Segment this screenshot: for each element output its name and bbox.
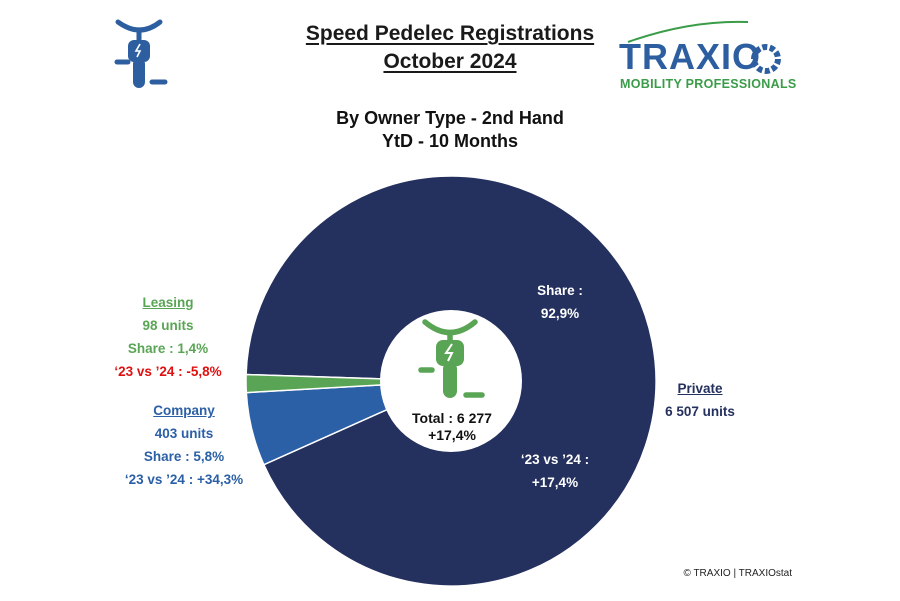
leasing-change: ‘23 vs ’24 : -5,8% [114, 364, 222, 379]
company-label-group: Company 403 units Share : 5,8% ‘23 vs ’2… [104, 399, 264, 491]
traxio-tagline: MOBILITY PROFESSIONALS [620, 77, 797, 91]
company-units: 403 units [154, 426, 214, 441]
company-change: ‘23 vs ’24 : +34,3% [124, 472, 244, 487]
leasing-units: 98 units [142, 318, 194, 333]
private-label-group: Private 6 507 units [640, 377, 760, 423]
private-units: 6 507 units [665, 404, 735, 419]
private-share-inside: Share : 92,9% [537, 283, 583, 321]
leasing-name: Leasing [142, 295, 194, 310]
chart-title-line1: Speed Pedelec Registrations [305, 22, 595, 45]
pie-slice-leasing [245, 373, 452, 394]
total-change: +17,4% [428, 427, 476, 443]
leasing-label-group: Leasing 98 units Share : 1,4% ‘23 vs ’24… [98, 291, 238, 383]
company-name: Company [153, 403, 215, 418]
chart-subtitle-line2: YtD - 10 Months [381, 131, 518, 151]
copyright-text: © TRAXIO | TRAXIOstat [683, 568, 792, 579]
company-share: Share : 5,8% [143, 449, 225, 464]
traxio-logo: TRAXIO [619, 36, 762, 77]
private-name: Private [677, 381, 723, 396]
chart-title-line2: October 2024 [383, 50, 517, 73]
chart-subtitle-line1: By Owner Type - 2nd Hand [336, 108, 564, 128]
leasing-share: Share : 1,4% [127, 341, 209, 356]
private-change-inside: ‘23 vs ’24 : +17,4% [520, 452, 590, 490]
total-label: Total : 6 277 [412, 410, 492, 426]
